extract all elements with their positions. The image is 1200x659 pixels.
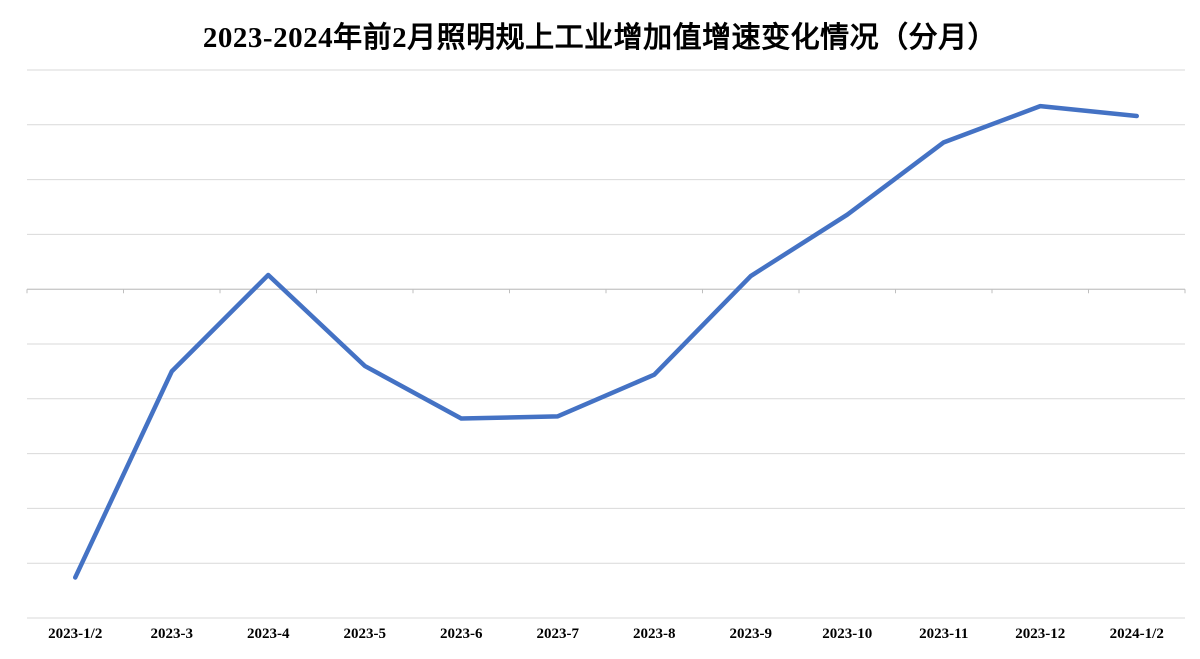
x-axis-label: 2023-8 — [633, 626, 676, 642]
x-axis-label: 2023-11 — [919, 626, 968, 642]
chart-title: 2023-2024年前2月照明规上工业增加值增速变化情况（分月） — [202, 22, 998, 54]
x-axis-label: 2024-1/2 — [1110, 626, 1164, 642]
x-axis-label: 2023-6 — [440, 626, 483, 642]
x-axis-label: 2023-5 — [344, 626, 387, 642]
data-series-line — [73, 103, 1139, 580]
x-axis-label: 2023-3 — [151, 626, 194, 642]
x-axis-label: 2023-10 — [822, 626, 872, 642]
x-axis-label: 2023-7 — [537, 626, 580, 642]
x-axis-label: 2023-4 — [247, 626, 290, 642]
x-axis-label: 2023-9 — [730, 626, 773, 642]
x-axis-label: 2023-1/2 — [48, 626, 102, 642]
x-axis-label: 2023-12 — [1015, 626, 1065, 642]
